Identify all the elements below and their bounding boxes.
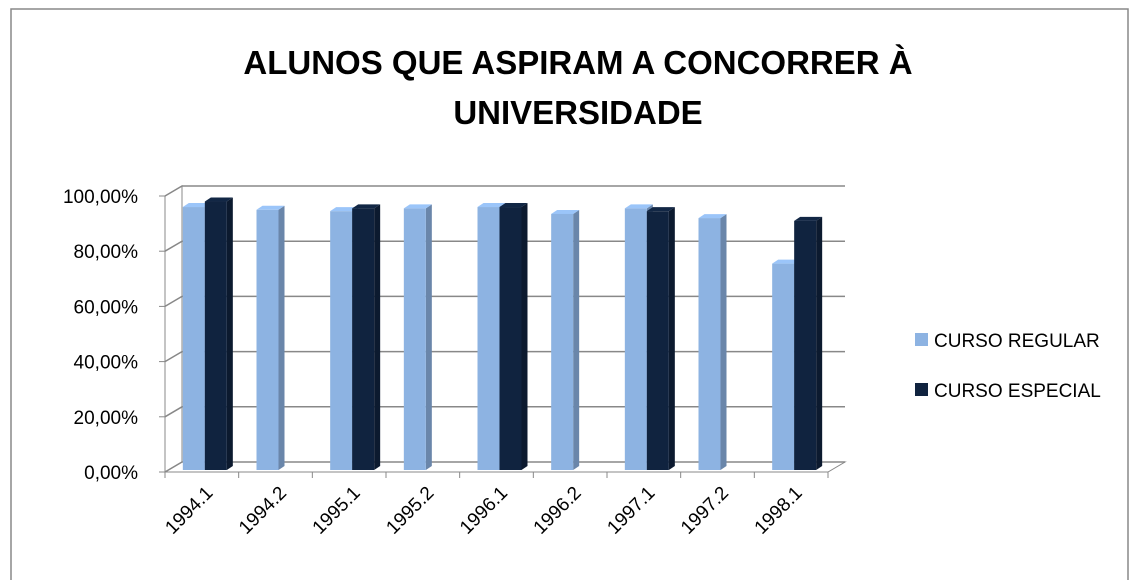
bar-side (425, 204, 432, 471)
bar-side (374, 204, 381, 471)
bar-side (278, 205, 285, 471)
bar (182, 207, 205, 471)
bar-top (772, 259, 801, 264)
bar-top (624, 204, 653, 209)
bar-side (720, 214, 727, 470)
y-tick-label: 0,00% (84, 463, 138, 484)
bar-top (204, 197, 233, 202)
bar-top (646, 207, 675, 212)
y-tick-label: 20,00% (74, 408, 139, 429)
grid-line (164, 185, 845, 197)
bar-top (477, 203, 506, 208)
bar (256, 209, 279, 471)
y-tick-label: 60,00% (74, 297, 139, 318)
legend-label: CURSO REGULAR (934, 331, 1100, 352)
bar-top (330, 207, 359, 212)
bar (624, 208, 647, 471)
bar (499, 207, 522, 471)
bar (772, 263, 795, 470)
grid-line (164, 295, 845, 308)
bar (698, 218, 721, 470)
bar (477, 207, 500, 471)
bar-top (403, 204, 432, 209)
bar-side (668, 207, 675, 470)
bar (551, 213, 574, 470)
bar-side (816, 216, 823, 470)
grid-line (164, 461, 845, 473)
bar (352, 208, 375, 471)
bar-top (256, 205, 285, 210)
y-tick-label: 100,00% (63, 187, 138, 208)
bar-top (794, 216, 823, 221)
bar (403, 208, 426, 471)
bar (204, 201, 227, 470)
grid-line (164, 240, 845, 252)
bar-side (226, 197, 233, 470)
bar-side (573, 209, 580, 470)
grid-line (164, 406, 845, 418)
bar-side (521, 203, 528, 471)
y-tick-label: 80,00% (74, 242, 139, 263)
legend-swatch (915, 333, 928, 346)
bar-top (551, 209, 580, 214)
y-tick-label: 40,00% (74, 353, 139, 374)
bar-top (698, 214, 727, 219)
legend-swatch (915, 383, 928, 396)
legend-label: CURSO ESPECIAL (934, 381, 1101, 402)
bar-top (182, 203, 211, 208)
grid-line (164, 350, 845, 363)
bar (646, 211, 669, 470)
bar-top (352, 204, 381, 209)
bar (330, 211, 353, 470)
chart-title: ALUNOS QUE ASPIRAM A CONCORRER À UNIVERS… (243, 44, 913, 131)
bar-top (499, 203, 528, 208)
bar (794, 220, 817, 470)
